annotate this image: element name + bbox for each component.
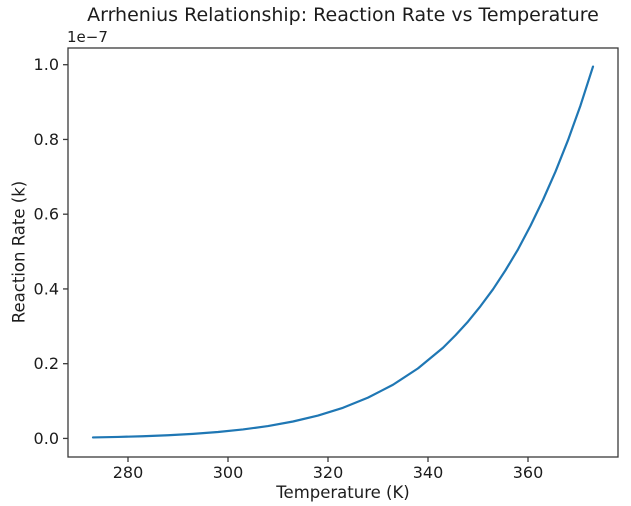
plot-frame xyxy=(67,47,619,458)
y-tick-label: 1.0 xyxy=(34,55,59,74)
y-tick-label: 0.0 xyxy=(34,429,59,448)
x-tick-label: 300 xyxy=(213,463,244,482)
x-tick-label: 360 xyxy=(513,463,544,482)
y-tick-label: 0.4 xyxy=(34,279,59,298)
x-tick-label: 320 xyxy=(313,463,344,482)
chart-title: Arrhenius Relationship: Reaction Rate vs… xyxy=(87,4,599,26)
x-axis-label: Temperature (K) xyxy=(276,483,410,502)
x-tick-label: 340 xyxy=(413,463,444,482)
y-axis-offset-label: 1e−7 xyxy=(67,28,108,46)
y-tick-label: 0.6 xyxy=(34,205,59,224)
x-tick-label: 280 xyxy=(113,463,144,482)
y-tick-label: 0.2 xyxy=(34,354,59,373)
y-tick-label: 0.8 xyxy=(34,130,59,149)
arrhenius-curve xyxy=(91,65,595,439)
